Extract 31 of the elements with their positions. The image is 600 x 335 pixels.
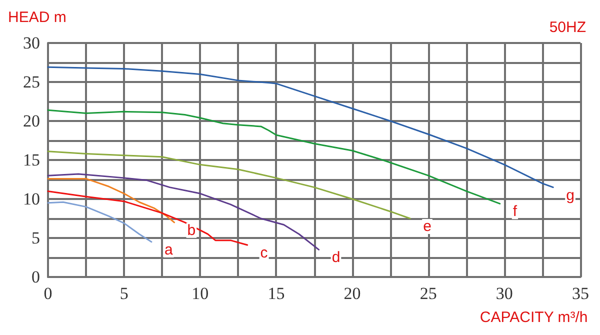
x-axis-title: CAPACITY m³/h bbox=[480, 309, 588, 326]
text: 50HZ bbox=[549, 19, 586, 36]
x-tick-label: 35 bbox=[572, 284, 589, 303]
series-label: g bbox=[566, 186, 574, 204]
series-label: a bbox=[164, 241, 174, 258]
series-label: c bbox=[260, 244, 268, 262]
y-tick-label: 10 bbox=[23, 190, 40, 208]
y-tick-label: 25 bbox=[23, 72, 40, 92]
y-tick-label: 20 bbox=[23, 112, 40, 130]
x-tick-label: 0 bbox=[44, 284, 52, 303]
series-label: f bbox=[512, 203, 518, 220]
line-series bbox=[47, 66, 554, 188]
x-tick-label: 30 bbox=[496, 284, 513, 303]
y-tick-label: 0 bbox=[32, 268, 40, 286]
series-label: b bbox=[187, 222, 196, 239]
line-series bbox=[47, 190, 248, 246]
series-label: e bbox=[423, 218, 432, 235]
x-tick-label: 20 bbox=[344, 284, 361, 303]
y-axis-title: HEAD m bbox=[8, 9, 66, 26]
line-series bbox=[47, 201, 152, 243]
line-series bbox=[47, 109, 501, 204]
y-tick-label: 5 bbox=[32, 228, 40, 248]
x-tick-label: 5 bbox=[120, 284, 128, 303]
y-tick-label: 15 bbox=[23, 150, 40, 170]
series-label: d bbox=[332, 249, 340, 266]
x-tick-label: 25 bbox=[420, 284, 437, 303]
x-tick-label: 15 bbox=[268, 284, 285, 303]
line-series bbox=[47, 150, 411, 220]
x-tick-label: 10 bbox=[192, 284, 209, 303]
line-series bbox=[47, 178, 176, 224]
y-tick-label: 30 bbox=[23, 34, 40, 52]
